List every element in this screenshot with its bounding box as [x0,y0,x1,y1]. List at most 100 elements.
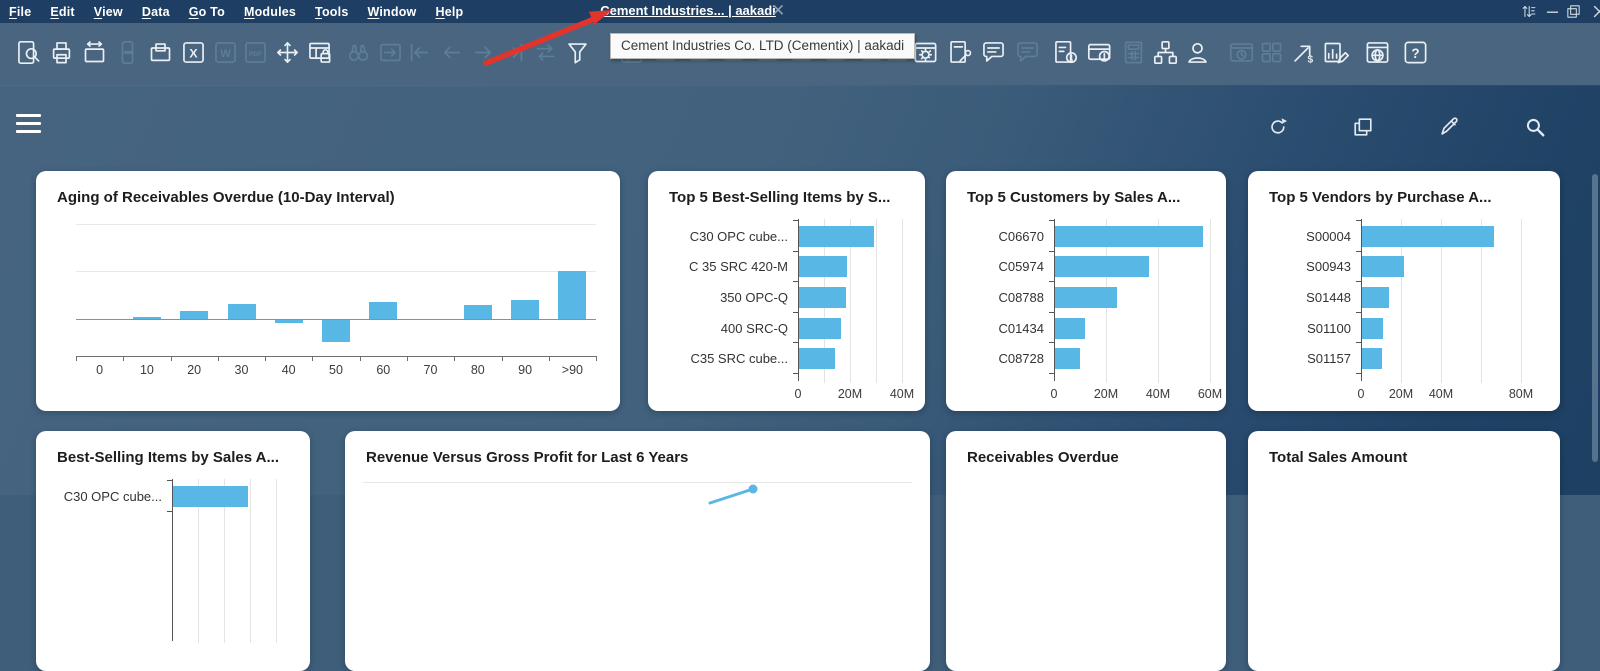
approvals-alert-icon[interactable] [1052,39,1079,66]
axis-label: 70 [423,363,438,377]
export-word-icon[interactable]: W [212,39,239,66]
bar[interactable] [1055,256,1149,278]
bar[interactable] [1055,225,1204,247]
menu-help[interactable]: Help [435,4,464,19]
message-icon[interactable] [980,39,1007,66]
close-button[interactable] [1591,3,1600,20]
gridline [1210,219,1211,383]
next-record-icon[interactable] [470,39,497,66]
preview-find-icon[interactable] [15,39,42,66]
axis-label: 20M [837,387,863,401]
hamburger-menu-icon[interactable] [16,114,41,133]
dashboard: Aging of Receivables Overdue (10-Day Int… [0,85,1600,671]
restore-button[interactable] [1565,3,1582,20]
bar[interactable] [1362,348,1382,370]
axis-tick [170,356,172,361]
axis-tick [793,342,798,344]
find-icon[interactable] [345,39,372,66]
category-label: C 35 SRC 420-M [689,259,788,275]
menu-edit[interactable]: Edit [50,4,75,19]
bar[interactable] [799,225,875,247]
card-title: Best-Selling Items by Sales A... [57,449,280,466]
message-reply-icon[interactable] [1014,39,1041,66]
axis-label: 0 [1357,387,1365,401]
lock-table-icon[interactable] [306,39,333,66]
bar[interactable] [1055,287,1118,308]
svg-text:X: X [189,47,198,61]
svg-text:PDF: PDF [249,51,263,58]
menu-file[interactable]: File [9,4,32,19]
bar[interactable] [799,256,848,278]
bar[interactable] [132,317,161,319]
bar[interactable] [369,302,398,319]
card-title: Aging of Receivables Overdue (10-Day Int… [57,189,395,206]
help-icon[interactable]: ? [1402,39,1429,66]
gridline [1441,219,1442,383]
axis-tick [1356,373,1361,374]
bar[interactable] [180,311,209,319]
goto-record-icon[interactable] [377,39,404,66]
schedule-icon[interactable] [1228,39,1255,66]
bar[interactable] [463,305,492,319]
web-client-icon[interactable] [1364,39,1391,66]
card-aging-receivables: Aging of Receivables Overdue (10-Day Int… [36,171,620,411]
bar[interactable] [1055,348,1080,370]
category-label: C35 SRC cube... [690,351,788,367]
axis-tick [1049,281,1054,283]
org-chart-icon[interactable] [1152,39,1179,66]
axis-tick [501,356,503,361]
copy-tray-icon[interactable] [147,39,174,66]
menu-data[interactable]: Data [141,4,170,19]
calculator-icon[interactable] [1120,39,1147,66]
mobile-message-icon[interactable] [114,39,141,66]
page-setup-icon[interactable] [81,39,108,66]
bar[interactable] [227,304,256,319]
user-icon[interactable] [1184,39,1211,66]
menu-view[interactable]: View [93,4,123,19]
bar[interactable] [1362,317,1383,339]
last-record-icon[interactable] [500,39,527,66]
open-dashboard-icon[interactable] [1352,116,1374,138]
payment-alert-icon[interactable] [1086,39,1113,66]
export-excel-icon[interactable]: X [180,39,207,66]
widgets-icon[interactable] [1258,39,1285,66]
bar[interactable] [1362,287,1389,308]
bar[interactable] [1362,256,1404,278]
filter-icon[interactable] [564,39,591,66]
previous-record-icon[interactable] [438,39,465,66]
bar[interactable] [799,348,836,370]
bar[interactable] [173,485,249,507]
adjust-columns-button[interactable] [1520,3,1537,20]
document-settings-icon[interactable] [946,39,973,66]
print-icon[interactable] [48,39,75,66]
menu-window[interactable]: Window [367,4,417,19]
edit-icon[interactable] [1438,116,1460,138]
bar[interactable] [799,287,846,308]
bar[interactable] [1055,317,1085,339]
export-pdf-icon[interactable]: PDF [242,39,269,66]
menu-modules[interactable]: Modules [243,4,297,19]
first-record-icon[interactable] [406,39,433,66]
bar[interactable] [511,300,540,319]
menu-tools[interactable]: Tools [315,4,349,19]
search-icon[interactable] [1524,116,1546,138]
gridline [76,271,596,272]
form-settings-icon[interactable] [912,39,939,66]
company-title-link[interactable]: Cement Industries... | aakadi [600,3,776,18]
minimize-button[interactable] [1544,3,1561,20]
scrollbar[interactable] [1592,174,1598,462]
refresh-swap-icon[interactable] [532,39,559,66]
move-pan-icon[interactable] [274,39,301,66]
card-best-selling-items-sales: Best-Selling Items by Sales A... C30 OPC … [36,431,310,671]
report-designer-icon[interactable] [1322,39,1349,66]
axis-label: 80M [1508,387,1534,401]
refresh-icon[interactable] [1267,116,1289,138]
bar[interactable] [322,320,350,342]
sales-analysis-icon[interactable]: $ [1290,39,1317,66]
card-top-vendors: Top 5 Vendors by Purchase A... S00004 S009… [1248,171,1560,411]
menu-go-to[interactable]: Go To [188,4,225,19]
bar[interactable] [558,271,587,319]
bar[interactable] [1362,225,1494,247]
bar[interactable] [274,320,303,323]
bar[interactable] [799,317,842,339]
